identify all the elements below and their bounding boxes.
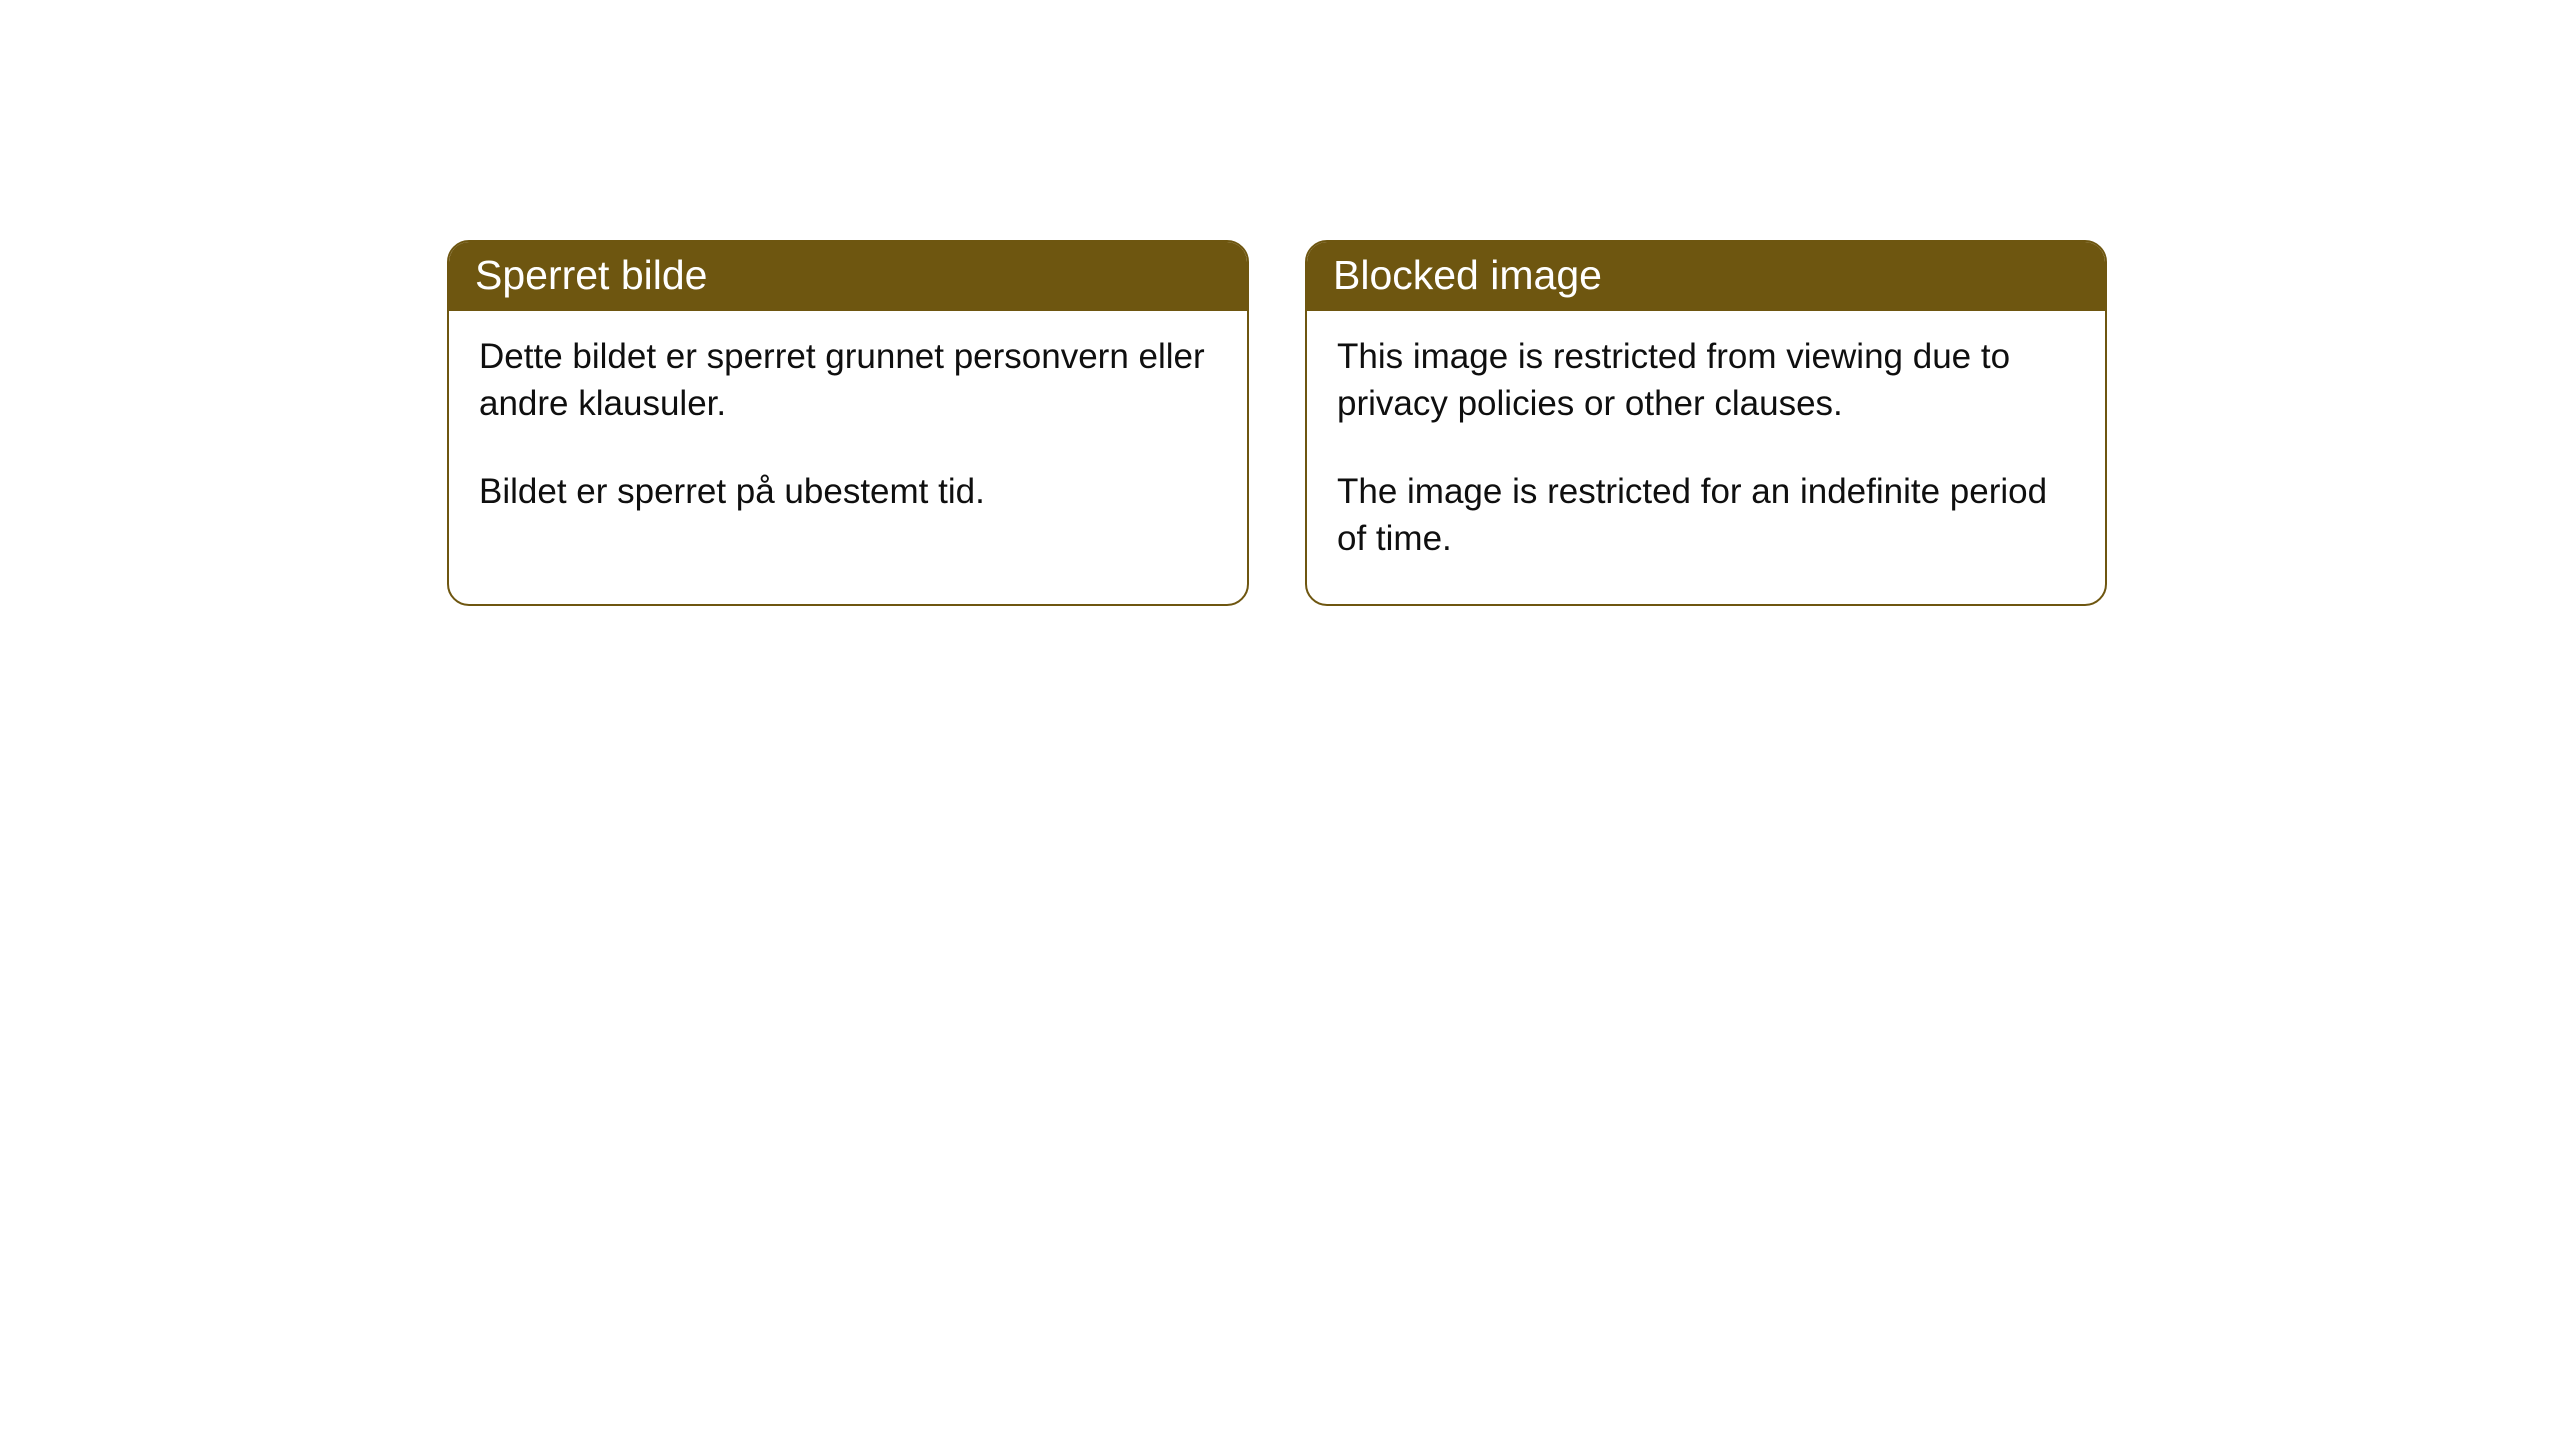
card-title-norwegian: Sperret bilde (475, 252, 707, 298)
card-paragraph-english-2: The image is restricted for an indefinit… (1337, 468, 2075, 563)
notice-container: Sperret bilde Dette bildet er sperret gr… (447, 240, 2107, 606)
card-body-english: This image is restricted from viewing du… (1307, 311, 2105, 604)
card-header-norwegian: Sperret bilde (449, 242, 1247, 311)
notice-card-english: Blocked image This image is restricted f… (1305, 240, 2107, 606)
card-body-norwegian: Dette bildet er sperret grunnet personve… (449, 311, 1247, 557)
card-paragraph-english-1: This image is restricted from viewing du… (1337, 333, 2075, 428)
card-header-english: Blocked image (1307, 242, 2105, 311)
card-paragraph-norwegian-2: Bildet er sperret på ubestemt tid. (479, 468, 1217, 515)
notice-card-norwegian: Sperret bilde Dette bildet er sperret gr… (447, 240, 1249, 606)
card-paragraph-norwegian-1: Dette bildet er sperret grunnet personve… (479, 333, 1217, 428)
card-title-english: Blocked image (1333, 252, 1602, 298)
